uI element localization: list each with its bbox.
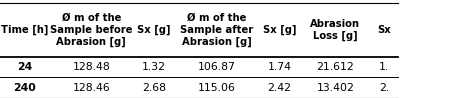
Text: 2.42: 2.42 (268, 83, 292, 93)
Text: 13.402: 13.402 (317, 83, 354, 93)
Text: Ø m of the
Sample before
Abrasion [g]: Ø m of the Sample before Abrasion [g] (50, 13, 133, 47)
Text: Sx [g]: Sx [g] (137, 25, 171, 35)
Text: 240: 240 (14, 83, 36, 93)
Text: 2.: 2. (379, 83, 389, 93)
Text: Sx [g]: Sx [g] (263, 25, 296, 35)
Text: Sx: Sx (377, 25, 391, 35)
Text: 1.: 1. (379, 62, 389, 72)
Text: 2.68: 2.68 (142, 83, 166, 93)
Text: 128.48: 128.48 (73, 62, 110, 72)
Text: 1.74: 1.74 (268, 62, 292, 72)
Text: Abrasion
Loss [g]: Abrasion Loss [g] (310, 19, 360, 41)
Text: 115.06: 115.06 (198, 83, 236, 93)
Text: 24: 24 (17, 62, 33, 72)
Text: Ø m of the
Sample after
Abrasion [g]: Ø m of the Sample after Abrasion [g] (180, 13, 254, 47)
Text: Time [h]: Time [h] (1, 25, 48, 35)
Text: 21.612: 21.612 (317, 62, 354, 72)
Text: 128.46: 128.46 (73, 83, 110, 93)
Text: 106.87: 106.87 (198, 62, 236, 72)
Text: 1.32: 1.32 (142, 62, 166, 72)
